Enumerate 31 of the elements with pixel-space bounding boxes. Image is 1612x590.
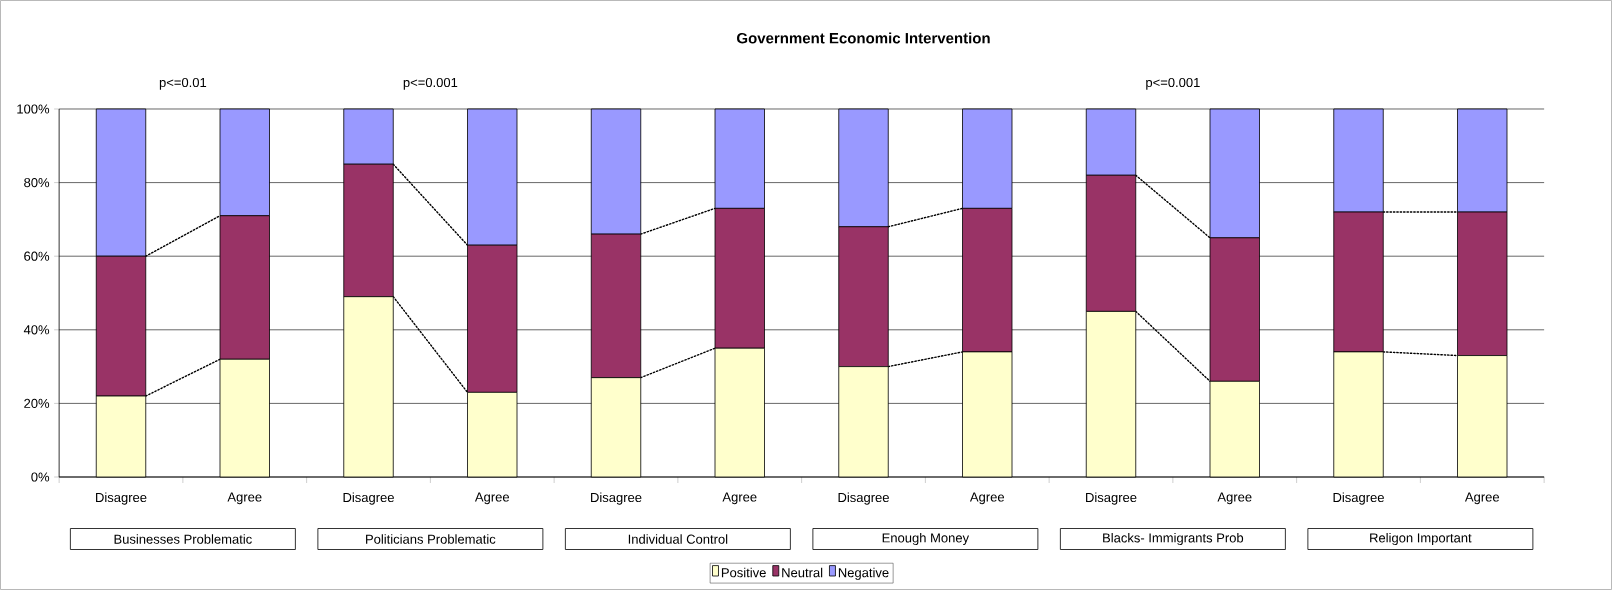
- text: Religon Important: [1370, 532, 1472, 546]
- text: p<=0.001: [403, 77, 458, 90]
- legend-label: Negative: [838, 567, 889, 580]
- x-tick-label: Agree: [1217, 492, 1252, 505]
- x-tick-label: Agree: [969, 492, 1005, 505]
- x-tick-label: Disagree: [1333, 492, 1384, 505]
- x-tick-label: Disagree: [838, 492, 889, 505]
- y-tick-label: 0%: [31, 472, 50, 482]
- x-tick-label: Agree: [1464, 492, 1500, 505]
- chart-title: Government Economic Intervention: [737, 32, 990, 44]
- y-tick-label: 20%: [24, 398, 50, 408]
- x-tick-label: Disagree: [96, 492, 147, 505]
- y-tick-label: 100%: [17, 104, 50, 114]
- text: Politicians Problematic: [366, 534, 496, 544]
- text: Individual Control: [628, 534, 728, 544]
- text: p<=0.001: [1146, 77, 1200, 90]
- y-tick-label: 80%: [24, 177, 50, 188]
- y-tick-label: 40%: [23, 325, 50, 335]
- y-tick-label: 60%: [24, 251, 50, 261]
- x-tick-label: Agree: [227, 492, 262, 505]
- text: Enough Money: [882, 532, 970, 546]
- x-tick-label: Disagree: [343, 492, 394, 505]
- x-tick-label: Agree: [474, 492, 510, 505]
- text: p<=0.01: [159, 77, 207, 90]
- text: Businesses Problematic: [114, 534, 252, 544]
- legend-label: Positive: [721, 567, 766, 578]
- x-tick-label: Agree: [722, 492, 757, 505]
- x-tick-label: Disagree: [591, 492, 642, 505]
- text: Blacks- Immigrants Prob: [1103, 532, 1244, 546]
- legend-label: Neutral: [782, 567, 823, 578]
- x-tick-label: Disagree: [1086, 492, 1137, 505]
